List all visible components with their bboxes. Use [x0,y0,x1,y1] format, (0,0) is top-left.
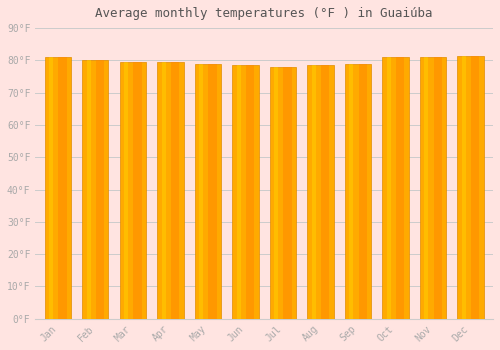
Bar [396,57,404,318]
Bar [382,57,408,318]
Bar [420,57,446,318]
Bar [462,56,466,318]
Bar [162,62,166,318]
Bar [171,62,179,318]
Bar [246,65,254,318]
Title: Average monthly temperatures (°F ) in Guaiúba: Average monthly temperatures (°F ) in Gu… [96,7,433,20]
Bar [157,62,184,318]
Bar [58,57,66,318]
Bar [208,64,217,318]
Bar [471,56,480,318]
Bar [387,57,391,318]
Bar [434,57,442,318]
Bar [120,62,146,318]
Bar [124,62,128,318]
Bar [82,60,108,318]
Bar [321,65,330,318]
Bar [44,57,71,318]
Bar [458,56,483,318]
Bar [308,65,334,318]
Bar [424,57,428,318]
Bar [237,65,241,318]
Bar [270,67,296,318]
Bar [232,65,258,318]
Bar [134,62,142,318]
Bar [195,64,221,318]
Bar [284,67,292,318]
Bar [312,65,316,318]
Bar [200,64,203,318]
Bar [358,64,367,318]
Bar [274,67,278,318]
Bar [345,64,371,318]
Bar [87,60,90,318]
Bar [50,57,53,318]
Bar [350,64,354,318]
Bar [96,60,104,318]
